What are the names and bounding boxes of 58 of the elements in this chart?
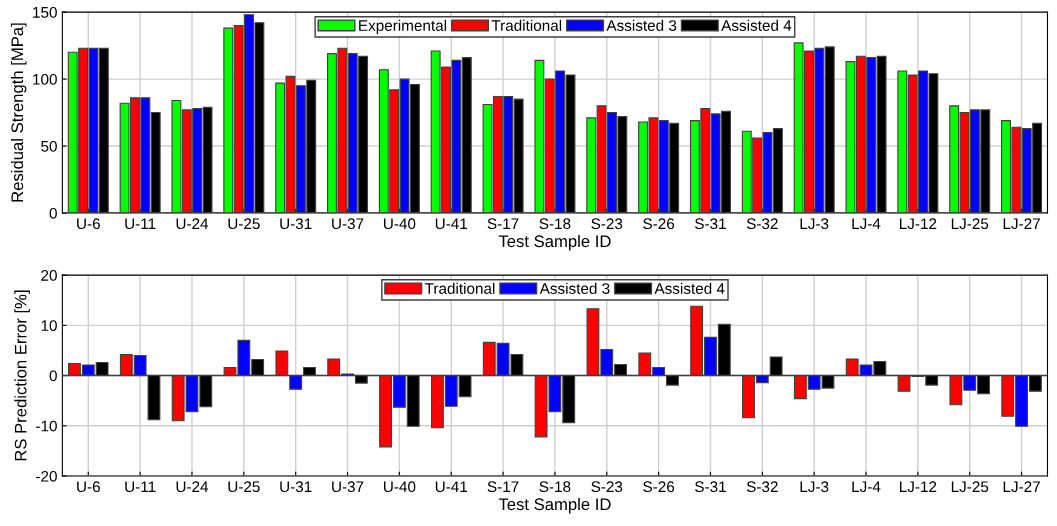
x-tick-label: U-24	[176, 218, 209, 230]
x-tick-label: U-31	[280, 481, 312, 493]
legend-label: Traditional	[424, 282, 495, 294]
x-tick-label: S-26	[643, 218, 675, 230]
y-tick-label: 0	[49, 370, 57, 382]
y-axis-title: RS Prediction Error [%]	[14, 290, 30, 461]
x-tick-label: LJ-25	[951, 218, 989, 230]
x-tick-label: S-23	[591, 481, 623, 493]
x-tick-label: S-32	[746, 218, 778, 230]
y-tick-label: 100	[33, 73, 57, 85]
x-tick-label: S-17	[487, 481, 519, 493]
y-tick-label: -20	[36, 470, 57, 482]
x-tick-label: LJ-3	[800, 481, 829, 493]
x-tick-label: S-31	[695, 218, 726, 230]
x-axis-title: Test Sample ID	[498, 497, 611, 514]
x-tick-label: U-31	[280, 218, 312, 230]
x-tick-label: LJ-27	[1003, 481, 1040, 493]
x-tick-label: S-23	[591, 218, 623, 230]
legend-label: Assisted 3	[539, 282, 610, 294]
x-tick-label: U-37	[332, 481, 364, 493]
y-tick-label: 0	[49, 207, 57, 219]
y-tick-label: 10	[41, 320, 57, 332]
x-tick-label: U-37	[332, 218, 364, 230]
y-axis-title: Residual Strength [MPa]	[10, 23, 27, 202]
x-tick-label: LJ-4	[852, 481, 881, 493]
x-tick-label: S-18	[539, 218, 571, 230]
y-tick-label: 20	[41, 269, 57, 281]
x-tick-label: U-41	[435, 218, 468, 230]
legend-label: Assisted 4	[654, 282, 725, 294]
x-tick-label: S-32	[746, 481, 778, 493]
x-tick-label: U-11	[125, 481, 156, 493]
y-tick-label: 150	[33, 6, 57, 18]
x-tick-label: U-41	[435, 481, 468, 493]
x-tick-label: LJ-25	[951, 481, 989, 493]
x-tick-label: U-40	[384, 481, 416, 493]
y-tick-label: -10	[36, 420, 57, 432]
legend-label: Assisted 4	[721, 19, 792, 31]
x-tick-label: U-11	[125, 218, 156, 230]
legend-label: Experimental	[359, 19, 447, 34]
legend-label: Assisted 3	[606, 19, 677, 31]
x-tick-label: LJ-3	[800, 218, 829, 230]
x-axis-title: Test Sample ID	[498, 234, 611, 251]
x-tick-label: LJ-4	[852, 218, 881, 230]
y-tick-label: 50	[41, 140, 57, 152]
x-tick-label: S-17	[487, 218, 519, 230]
x-tick-label: U-25	[228, 218, 260, 230]
x-tick-label: U-6	[77, 481, 100, 493]
x-tick-label: LJ-12	[900, 218, 937, 230]
x-tick-label: U-24	[176, 481, 209, 493]
x-tick-label: U-6	[77, 218, 100, 230]
x-tick-label: S-26	[643, 481, 675, 493]
x-tick-label: U-40	[384, 218, 416, 230]
x-tick-label: U-25	[228, 481, 260, 493]
legend-label: Traditional	[491, 19, 562, 31]
x-tick-label: S-18	[539, 481, 571, 493]
x-tick-label: LJ-12	[900, 481, 937, 493]
x-tick-label: LJ-27	[1003, 218, 1040, 230]
x-tick-label: S-31	[695, 481, 726, 493]
